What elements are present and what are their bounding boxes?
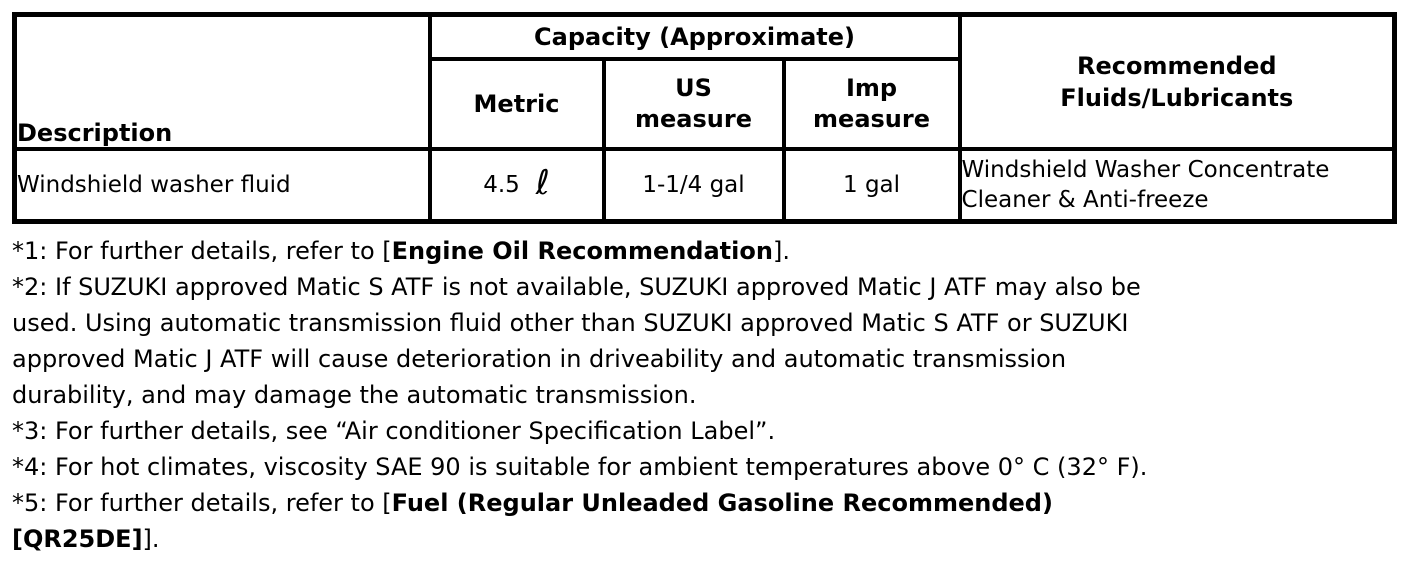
footnote-text: ]. [142,525,160,553]
footnote-text: *5: For further details, refer to [ [12,489,392,517]
header-description: Description [12,12,432,151]
footnote-item: *5: For further details, refer to [Fuel … [12,485,1394,557]
cell-us-measure: 1-1/4 gal [601,147,786,224]
cell-description: Windshield washer fluid [12,147,432,224]
cell-metric-capacity: 4.5 ℓ [427,147,606,224]
footnote-item: *3: For further details, see “Air condit… [12,413,1394,449]
metric-value: 4.5 [483,172,520,198]
liter-symbol: ℓ [535,163,550,203]
header-capacity-approximate: Capacity (Approximate) [427,12,962,61]
cell-imp-measure: 1 gal [781,147,962,224]
footnote-bold-text: Fuel (Regular Unleaded Gasoline Recommen… [12,489,1053,553]
cell-recommended-fluid: Windshield Washer Concentrate Cleaner & … [957,147,1397,224]
footnote-text: *2: If SUZUKI approved Matic S ATF is no… [12,273,1141,409]
footnote-text: *4: For hot climates, viscosity SAE 90 i… [12,453,1148,481]
capacity-spec-table: Description Capacity (Approximate) Recom… [12,12,1398,224]
header-metric: Metric [427,57,606,151]
header-recommended-fluids: Recommended Fluids/Lubricants [957,12,1397,151]
table-row: Windshield washer fluid 4.5 ℓ 1-1/4 gal 1… [12,147,1397,224]
footnote-text: *1: For further details, refer to [ [12,237,392,265]
footnote-text: *3: For further details, see “Air condit… [12,417,776,445]
footnotes: *1: For further details, refer to [Engin… [12,224,1394,557]
footnote-text: ]. [772,237,790,265]
header-imp-measure: Imp measure [781,57,962,151]
footnote-bold-text: Engine Oil Recommendation [391,237,773,265]
header-us-measure: US measure [601,57,786,151]
footnote-item: *4: For hot climates, viscosity SAE 90 i… [12,449,1394,485]
footnote-item: *2: If SUZUKI approved Matic S ATF is no… [12,269,1394,413]
footnote-item: *1: For further details, refer to [Engin… [12,233,1394,269]
